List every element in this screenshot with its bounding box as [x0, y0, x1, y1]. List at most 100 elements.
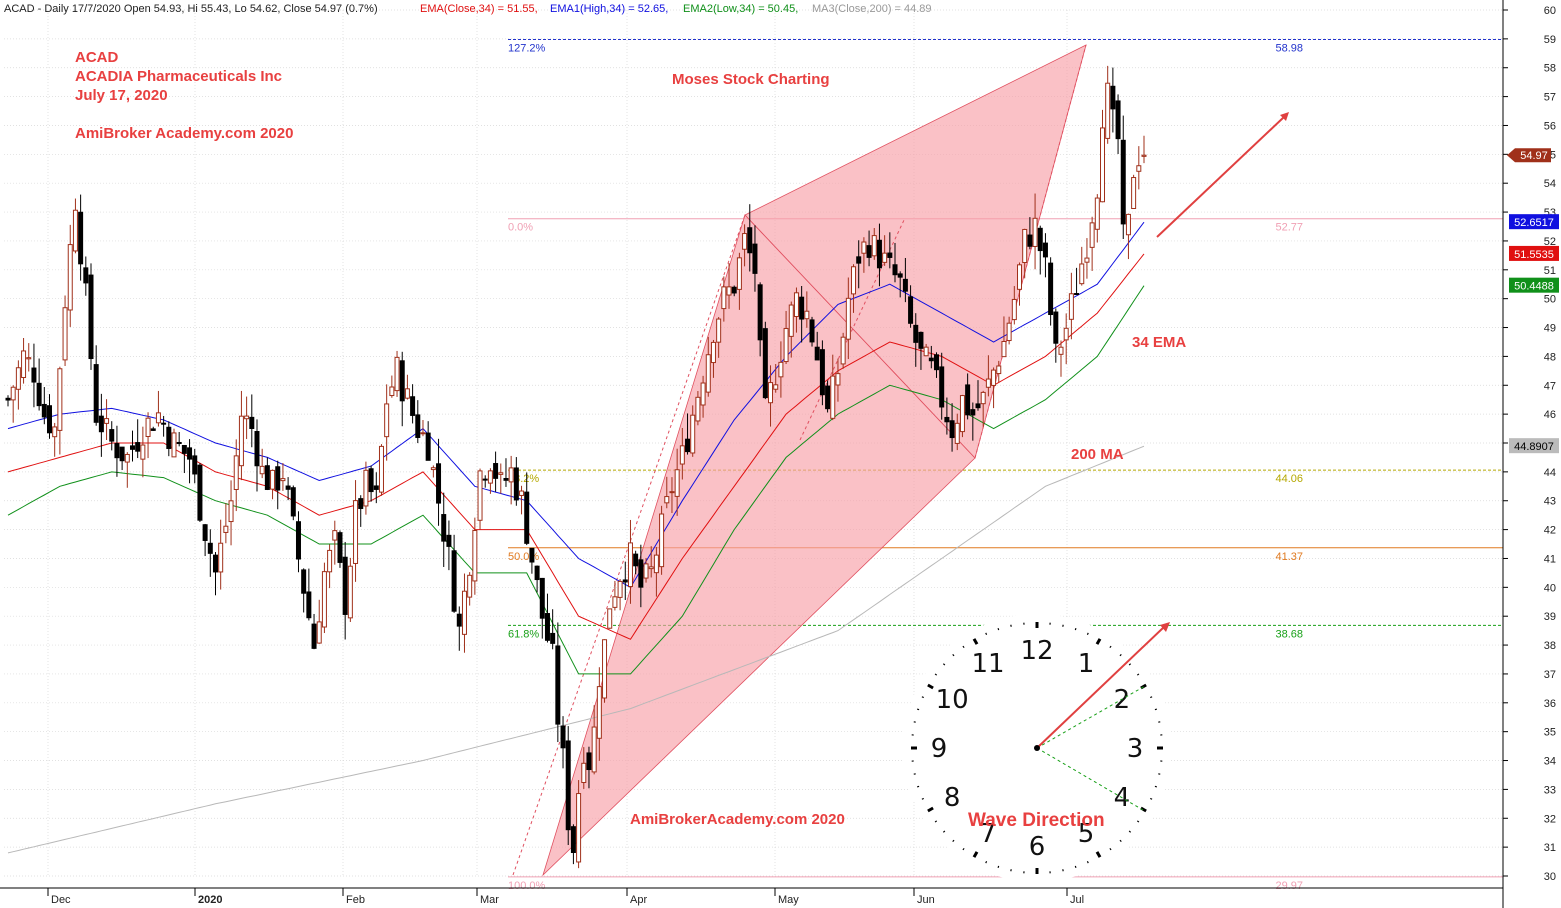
clock-number: 6 [1029, 832, 1046, 862]
candle [1022, 228, 1028, 279]
candle [944, 397, 950, 435]
candle [669, 477, 675, 514]
clock-tick [962, 645, 965, 649]
candle [155, 390, 161, 427]
clock-tick [952, 839, 955, 843]
annotation-date: July 17, 2020 [75, 87, 168, 104]
candle [524, 472, 530, 546]
candle [1094, 194, 1100, 243]
candle [985, 355, 991, 397]
candle [404, 374, 410, 400]
price-axis-tick-label: 42 [1544, 525, 1556, 537]
candle [934, 352, 940, 378]
candle [519, 485, 525, 515]
candle [41, 387, 47, 425]
candle [1084, 238, 1090, 279]
price-axis-tick-label: 43 [1544, 496, 1556, 508]
pattern-triangle-mid [744, 44, 1087, 459]
candle [871, 228, 877, 260]
candle [373, 472, 379, 504]
candle [1068, 272, 1074, 340]
candle [555, 622, 561, 743]
clock-tick [1136, 673, 1140, 676]
candle [565, 726, 571, 846]
candle [67, 224, 73, 327]
annotation-company: ACADIA Pharmaceuticals Inc [75, 68, 282, 85]
grid [4, 9, 1503, 877]
price-axis-tick-label: 47 [1544, 380, 1556, 392]
candle [529, 547, 535, 574]
candle [15, 360, 21, 410]
candle [26, 343, 32, 372]
candle [337, 530, 343, 568]
candle [814, 331, 820, 361]
candle [1120, 115, 1126, 240]
price-axis-tick-label: 30 [1544, 871, 1556, 883]
candle [1105, 65, 1111, 144]
candle [902, 257, 908, 303]
candle [778, 341, 784, 398]
candle [721, 276, 727, 322]
candle [46, 394, 52, 439]
candle [1131, 174, 1137, 210]
clock-tick [1136, 820, 1140, 823]
clock-tick [1074, 865, 1077, 869]
price-axis-tick-label: 49 [1544, 323, 1556, 335]
price-axis-tick-label: 40 [1544, 582, 1556, 594]
ma200-line [7, 445, 1145, 854]
candle [140, 426, 146, 478]
clock-number: 11 [971, 649, 1004, 679]
candle [1032, 193, 1038, 270]
candle [1115, 94, 1121, 155]
clock-tick [997, 865, 1000, 869]
candle [430, 465, 436, 478]
candle [653, 547, 659, 597]
fib-price-label: 58.98 [1275, 42, 1303, 54]
clock-tick [1109, 645, 1112, 649]
candle [633, 550, 639, 575]
candle [451, 534, 457, 613]
candle [627, 519, 633, 604]
clock-number: 3 [1127, 734, 1144, 764]
candle [591, 705, 597, 775]
candle [223, 503, 229, 544]
price-axis-tick-label: 58 [1544, 63, 1556, 75]
candle [98, 393, 104, 457]
date-axis-label: May [778, 894, 799, 906]
fib-price-label: 44.06 [1275, 473, 1303, 485]
clock-tick [1150, 696, 1153, 699]
price-axis-tick-label: 60 [1544, 5, 1556, 17]
price-axis-tick-label: 31 [1544, 842, 1556, 854]
clock-tick [985, 632, 988, 635]
candle [913, 313, 919, 367]
price-tags: 54.97 52.6517 51.5535 50.4488 44.8907 [1507, 148, 1559, 454]
candle [736, 252, 742, 310]
candle [249, 394, 255, 448]
clock-tick [927, 806, 934, 813]
candle [290, 485, 296, 521]
candle [1011, 286, 1017, 325]
candle [845, 277, 851, 360]
candle [166, 421, 172, 457]
price-axis-tick-label: 51 [1544, 265, 1556, 277]
candle [612, 580, 618, 611]
clock-number: 1 [1078, 649, 1095, 679]
date-axis: Dec 2020 Feb Mar Apr May Jun Jul [0, 887, 1503, 906]
price-axis-tick-label: 32 [1544, 813, 1556, 825]
clock-tick [1109, 847, 1112, 851]
candle [586, 746, 592, 789]
price-tag-label: 54.97 [1520, 150, 1548, 162]
price-axis: 3031323334353637383940414243444546474849… [1502, 0, 1556, 908]
candle [876, 223, 882, 287]
fib-percent-label: 61.8% [508, 628, 539, 640]
candle [264, 457, 270, 491]
clock-tick [1086, 861, 1089, 864]
candle [596, 667, 602, 761]
clock-red-arrow [1036, 626, 1165, 749]
candle [1027, 217, 1033, 250]
candle [996, 360, 1002, 383]
clock-diagram: 121234567891011Wave Direction [903, 614, 1171, 882]
candle [425, 421, 431, 461]
candle [181, 444, 187, 474]
candle [768, 365, 774, 427]
